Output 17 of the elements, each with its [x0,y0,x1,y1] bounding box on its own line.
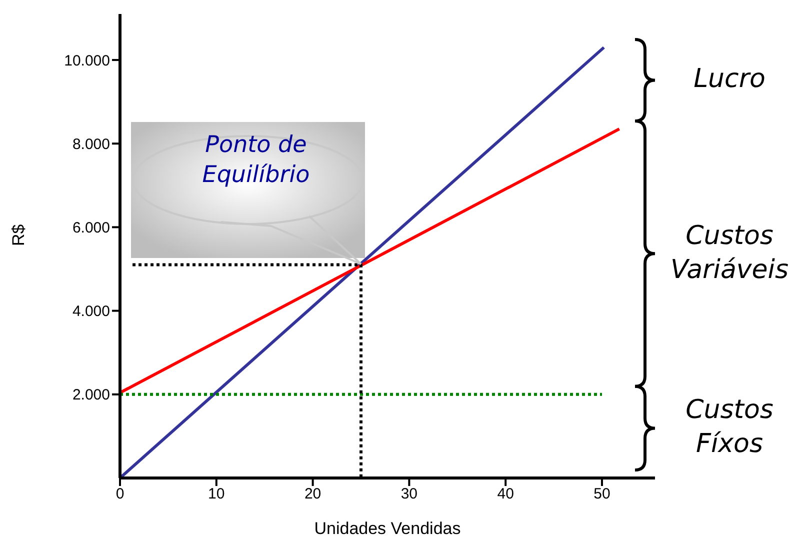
x-tick-label: 20 [304,486,322,503]
y-axis-title: R$ [9,224,28,246]
x-tick-label: 40 [497,486,514,503]
x-tick-label: 50 [594,486,610,503]
y-tick-label: 10.000 [64,52,110,70]
text: Lucro [692,63,766,96]
y-tick-label: 2.000 [72,386,110,404]
x-tick-label: 10 [208,486,225,503]
text: Custos Fíxos [684,394,774,462]
text: Custos Variáveis [669,220,790,287]
y-tick-label: 8.000 [72,136,110,153]
annotation: Ponto de Equilíbrio [201,130,311,190]
y-tick-label: 4.000 [72,303,110,320]
x-tick-label: 30 [400,486,418,503]
y-tick-label: 6.000 [72,220,110,237]
x-tick-label: 0 [116,486,124,503]
x-axis-title: Unidades Vendidas [314,519,461,538]
